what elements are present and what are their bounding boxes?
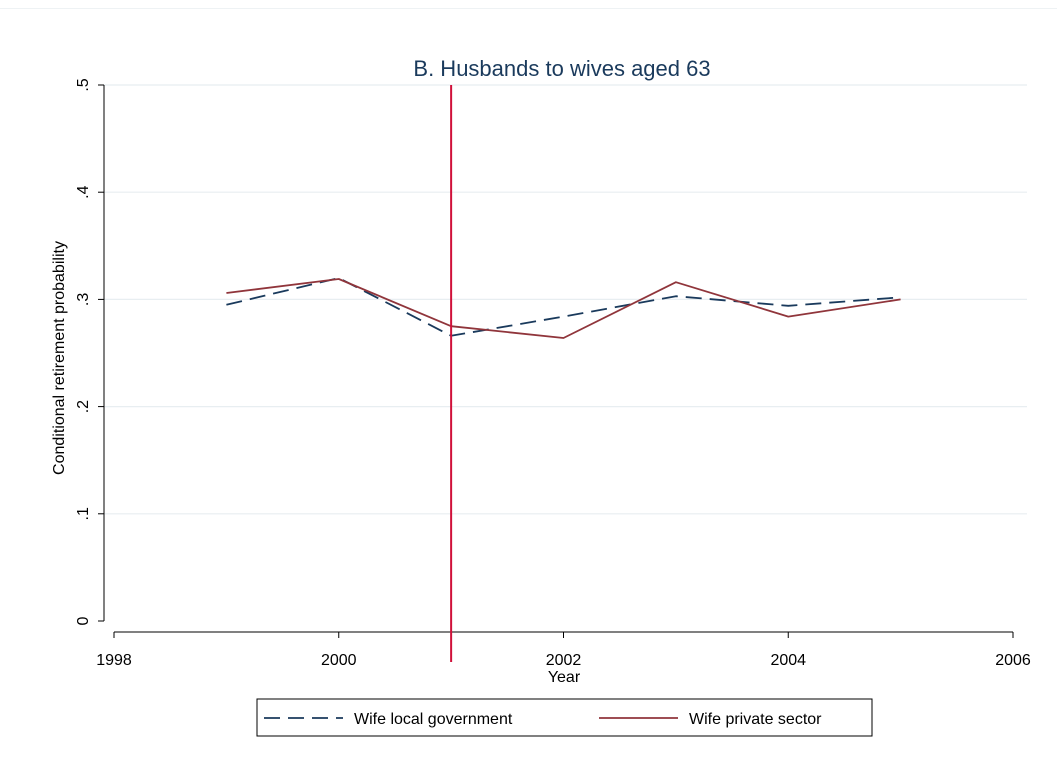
y-tick-label: .3 <box>75 293 92 306</box>
legend-label: Wife local government <box>354 711 513 728</box>
legend-label: Wife private sector <box>689 711 822 728</box>
x-axis-label: Year <box>548 669 581 686</box>
x-tick-label: 2004 <box>770 652 806 669</box>
y-tick-label: .5 <box>75 78 92 91</box>
y-tick-label: .2 <box>75 400 92 413</box>
series-line <box>226 279 900 338</box>
y-axis-label: Conditional retirement probability <box>51 241 68 475</box>
x-tick-label: 2006 <box>995 652 1031 669</box>
series-layer <box>226 278 900 338</box>
x-tick-label: 1998 <box>96 652 132 669</box>
top-divider <box>0 8 1057 9</box>
y-tick-label: 0 <box>75 616 92 625</box>
grid-layer <box>104 85 1027 514</box>
y-tick-label: .1 <box>75 507 92 520</box>
x-tick-label: 2000 <box>321 652 357 669</box>
axes-layer: 0 .1 .2 .3 .4 .5 1998 2000 2002 2004 2006 <box>75 78 1031 669</box>
series-line <box>226 278 900 336</box>
chart-title: B. Husbands to wives aged 63 <box>413 56 710 81</box>
x-tick-label: 2002 <box>546 652 582 669</box>
legend: Wife local government Wife private sector <box>257 699 872 736</box>
y-tick-label: .4 <box>75 185 92 198</box>
